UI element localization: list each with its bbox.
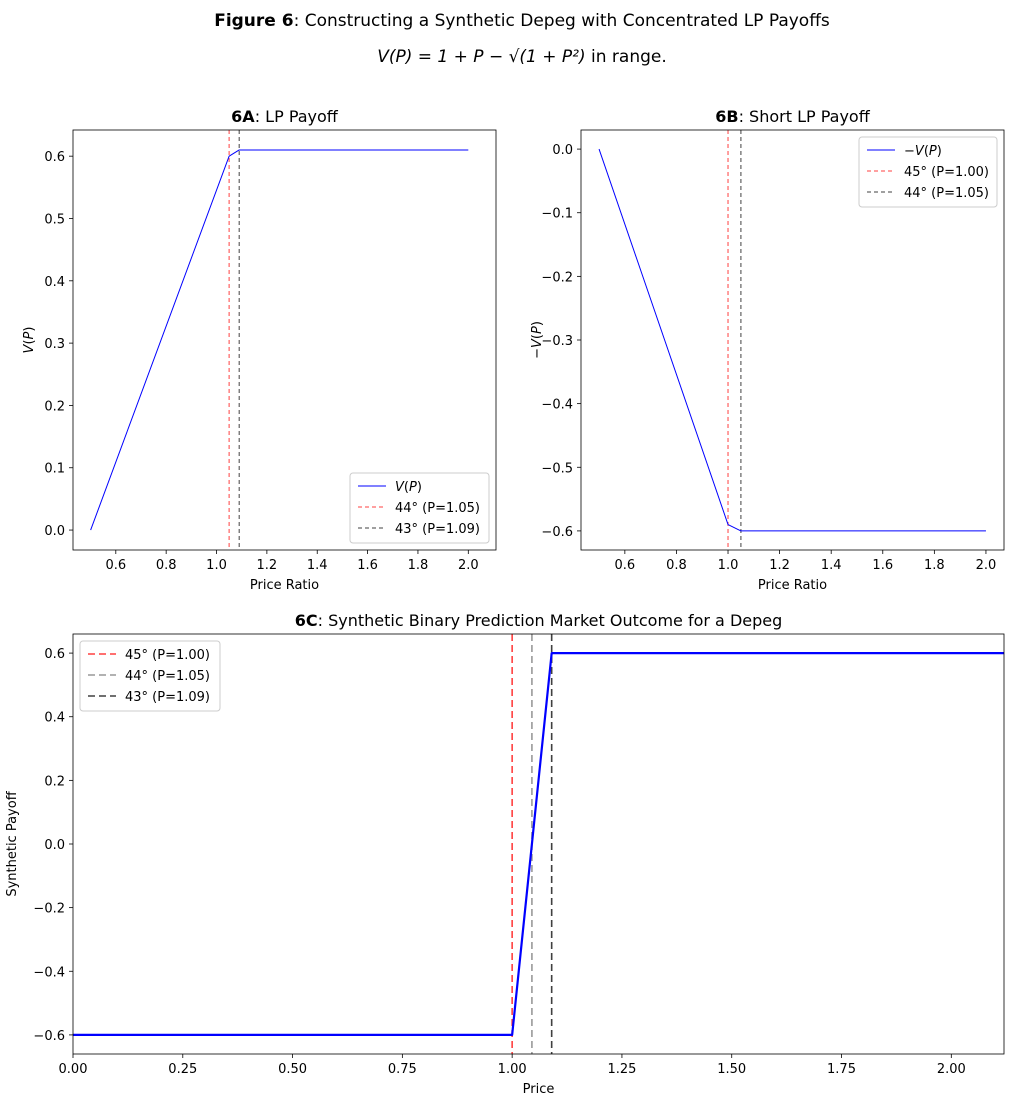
legend-label: 44° (P=1.05) <box>125 669 210 684</box>
y-tick-label: −0.4 <box>541 398 573 413</box>
chart-title-bold: 6C <box>295 611 318 630</box>
legend-label: 44° (P=1.05) <box>904 186 989 201</box>
y-tick-label: −0.1 <box>541 207 573 222</box>
x-tick-label: 1.25 <box>607 1062 636 1077</box>
x-tick-label: 0.75 <box>388 1062 417 1077</box>
y-tick-label: 0.0 <box>44 524 65 539</box>
x-tick-label: 1.0 <box>718 558 739 573</box>
legend-label: 43° (P=1.09) <box>125 690 210 705</box>
y-tick-label: 0.4 <box>44 275 65 290</box>
figure-formula-expr: V(P) = 1 + P − √(1 + P²) <box>377 47 585 67</box>
legend-label: 45° (P=1.00) <box>904 165 989 180</box>
legend-box <box>858 136 998 208</box>
legend-label: V(P) <box>395 480 422 495</box>
x-tick-label: 0.50 <box>278 1062 307 1077</box>
y-tick-label: −0.3 <box>541 334 573 349</box>
legend-box <box>79 640 221 712</box>
x-axis-label: Price Ratio <box>250 578 319 593</box>
y-axis-label: −V(P) <box>530 321 545 359</box>
y-tick-label: −0.2 <box>33 902 65 917</box>
chart-title-bold: 6A <box>231 107 255 126</box>
y-tick-label: 0.5 <box>44 212 65 227</box>
y-tick-label: 0.1 <box>44 462 65 477</box>
legend: 45° (P=1.00) 44° (P=1.05) 43° (P=1.09) <box>79 640 221 712</box>
legend: V(P) 44° (P=1.05) 43° (P=1.09) <box>349 472 490 544</box>
plot-frame <box>580 129 1005 551</box>
legend-label: 43° (P=1.09) <box>395 522 480 537</box>
x-tick-label: 1.0 <box>206 558 227 573</box>
x-tick-label: 1.8 <box>408 558 429 573</box>
y-tick-label: 0.2 <box>44 399 65 414</box>
y-tick-label: 0.0 <box>552 143 573 158</box>
legend-label: 45° (P=1.00) <box>125 648 210 663</box>
chart-title-rest: : Synthetic Binary Prediction Market Out… <box>318 611 783 630</box>
chart-title-rest: : LP Payoff <box>255 107 339 126</box>
x-tick-label: 1.6 <box>357 558 378 573</box>
x-tick-label: 0.00 <box>59 1062 88 1077</box>
figure-title: Figure 6: Constructing a Synthetic Depeg… <box>214 11 830 31</box>
figure-formula: V(P) = 1 + P − √(1 + P²) in range. <box>377 47 667 67</box>
x-tick-label: 2.0 <box>458 558 479 573</box>
x-axis-label: Price Ratio <box>758 578 827 593</box>
x-tick-label: 1.2 <box>769 558 790 573</box>
y-axis-label: Synthetic Payoff <box>5 790 20 896</box>
x-tick-label: 2.0 <box>976 558 997 573</box>
chart-title: 6C: Synthetic Binary Prediction Market O… <box>295 611 783 630</box>
chart-title-bold: 6B <box>715 107 738 126</box>
x-tick-label: 0.8 <box>156 558 177 573</box>
y-axis-label: V(P) <box>22 327 37 354</box>
chart-title-rest: : Short LP Payoff <box>739 107 871 126</box>
legend: −V(P) 45° (P=1.00) 44° (P=1.05) <box>858 136 998 208</box>
chart-title: 6A: LP Payoff <box>231 107 339 126</box>
y-tick-label: 0.4 <box>44 711 65 726</box>
y-tick-label: 0.2 <box>44 774 65 789</box>
x-tick-label: 1.8 <box>924 558 945 573</box>
y-tick-label: 0.0 <box>44 838 65 853</box>
chart-6b: 6B: Short LP Payoff 0.6 0.8 1.0 1.2 1.4 1.6 1.8… <box>530 107 1005 593</box>
series-line <box>598 148 986 532</box>
chart-6c: 6C: Synthetic Binary Prediction Market O… <box>5 611 1005 1097</box>
figure-title-bold: Figure 6 <box>214 11 293 31</box>
x-tick-label: 0.8 <box>666 558 687 573</box>
plot-frame <box>72 129 497 551</box>
figure-title-rest: : Constructing a Synthetic Depeg with Co… <box>294 11 830 31</box>
y-tick-label: −0.4 <box>33 965 65 980</box>
legend-label: 44° (P=1.05) <box>395 501 480 516</box>
y-tick-label: 0.3 <box>44 337 65 352</box>
x-tick-label: 1.4 <box>821 558 842 573</box>
x-tick-label: 0.6 <box>105 558 126 573</box>
x-tick-label: 1.2 <box>257 558 278 573</box>
chart-title: 6B: Short LP Payoff <box>715 107 870 126</box>
x-tick-label: 1.00 <box>498 1062 527 1077</box>
y-tick-label: −0.6 <box>33 1029 65 1044</box>
x-axis-label: Price <box>523 1082 555 1097</box>
y-tick-label: 0.6 <box>44 647 65 662</box>
y-tick-label: −0.6 <box>541 525 573 540</box>
figure-formula-suffix: in range. <box>586 47 667 67</box>
legend-box <box>349 472 490 544</box>
x-tick-label: 1.6 <box>872 558 893 573</box>
chart-6a: 6A: LP Payoff 0.6 0.8 1.0 1.2 1.4 1.6 1.8 2.0 0.0… <box>22 107 497 593</box>
y-tick-label: 0.6 <box>44 150 65 165</box>
plot-frame <box>72 633 1005 1055</box>
x-tick-label: 1.75 <box>827 1062 856 1077</box>
y-tick-label: −0.2 <box>541 270 573 285</box>
series-line <box>90 149 469 531</box>
x-tick-label: 0.6 <box>615 558 636 573</box>
y-tick-label: −0.5 <box>541 461 573 476</box>
x-tick-label: 1.4 <box>307 558 328 573</box>
legend-label: −V(P) <box>904 144 942 159</box>
series-line <box>73 651 1004 1037</box>
x-tick-label: 2.00 <box>937 1062 966 1077</box>
x-tick-label: 1.50 <box>717 1062 746 1077</box>
x-tick-label: 0.25 <box>168 1062 197 1077</box>
